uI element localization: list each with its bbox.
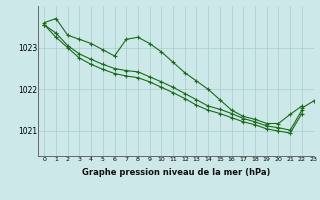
X-axis label: Graphe pression niveau de la mer (hPa): Graphe pression niveau de la mer (hPa) [82, 168, 270, 177]
